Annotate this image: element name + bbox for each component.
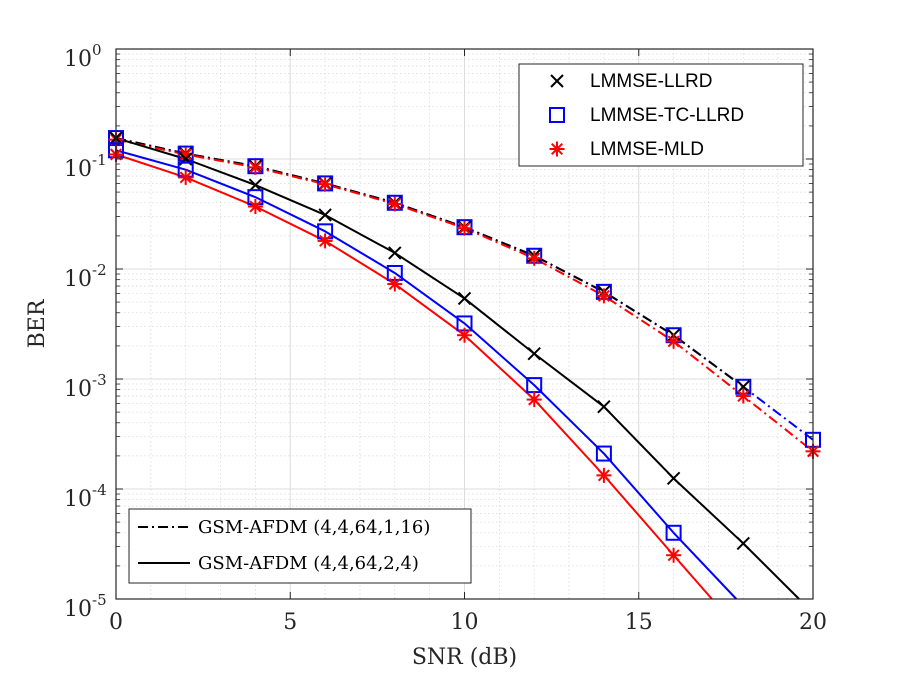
svg-text:10-5: 10-5: [64, 591, 107, 622]
grid: [116, 49, 813, 599]
data-point-x: [736, 536, 751, 551]
data-point-asterisk: [247, 159, 263, 175]
line-legend-box: [128, 508, 472, 584]
y-tick-label: 10-4: [64, 481, 107, 512]
legend-marker-glyph: [550, 74, 564, 88]
x-axis-label: SNR (dB): [412, 645, 517, 670]
data-point-asterisk: [247, 198, 263, 214]
data-point-asterisk: [666, 333, 682, 349]
data-point-x: [597, 399, 611, 414]
data-point-asterisk: [596, 467, 612, 483]
legend-marker-square: [549, 107, 565, 123]
svg-text:10-4: 10-4: [64, 481, 107, 512]
y-tick-label: 10-1: [64, 151, 107, 182]
data-point-square: [665, 524, 682, 541]
data-point-asterisk: [526, 250, 542, 266]
x-tick-label: 5: [283, 610, 297, 635]
y-tick-label: 100: [64, 41, 102, 72]
legend-label-solid: GSM-AFDM (4,4,64,2,4): [198, 553, 419, 574]
data-point-x: [457, 291, 472, 306]
data-point-asterisk: [526, 392, 542, 408]
data-point-x: [248, 178, 263, 192]
data-point-x: [388, 246, 402, 260]
data-point-asterisk: [457, 327, 472, 343]
legend-label-lmmse-tc-llrd: LMMSE-TC-LLRD: [590, 105, 744, 126]
series-line-square-solid: [115, 149, 738, 600]
x-tick-label: 15: [625, 610, 653, 635]
data-point-asterisk: [178, 169, 194, 185]
data-point-x: [318, 208, 332, 222]
data-point-x: [666, 471, 681, 486]
x-tick-label: 20: [799, 610, 827, 635]
data-point-asterisk: [387, 276, 403, 292]
svg-text:10-2: 10-2: [64, 261, 107, 292]
y-tick-label: 10-2: [64, 261, 107, 292]
y-tick-label: 10-3: [64, 371, 107, 402]
legend-marker-glyph: [549, 141, 565, 157]
data-point-x: [527, 346, 541, 361]
svg-text:10-3: 10-3: [64, 371, 107, 402]
y-tick-label: 10-5: [64, 591, 107, 622]
data-point-asterisk: [317, 233, 333, 249]
data-point-square: [595, 445, 612, 462]
svg-text:100: 100: [64, 41, 102, 72]
x-tick-label: 0: [109, 610, 123, 635]
line-legend: GSM-AFDM (4,4,64,1,16) GSM-AFDM (4,4,64,…: [128, 508, 472, 584]
legend-marker-x: [550, 74, 564, 88]
data-point-asterisk: [387, 196, 403, 212]
data-point-asterisk: [317, 176, 333, 192]
legend-label-lmmse-llrd: LMMSE-LLRD: [590, 71, 712, 92]
data-point-asterisk: [666, 547, 682, 563]
marker-legend: LMMSE-LLRD LMMSE-TC-LLRD LMMSE-MLD: [518, 63, 804, 167]
svg-text:10-1: 10-1: [64, 151, 107, 182]
data-point-asterisk: [735, 388, 751, 404]
axis-ticks: [115, 48, 814, 600]
x-tick-labels: 0 5 10 15 20: [109, 610, 827, 635]
y-tick-labels: 100 10-1 10-2 10-3 10-4 10-5: [64, 41, 107, 622]
data-point-asterisk: [596, 288, 612, 304]
data-point-asterisk: [457, 220, 472, 236]
legend-marker-glyph: [549, 107, 565, 123]
x-tick-label: 10: [451, 610, 479, 635]
legend-label-lmmse-mld: LMMSE-MLD: [590, 139, 704, 160]
series-line-asterisk-solid: [115, 153, 713, 600]
marker-legend-box: [518, 63, 804, 167]
legend-label-dashdot: GSM-AFDM (4,4,64,1,16): [198, 517, 430, 538]
legend-marker-asterisk: [549, 141, 565, 157]
y-axis-label: BER: [25, 298, 50, 348]
